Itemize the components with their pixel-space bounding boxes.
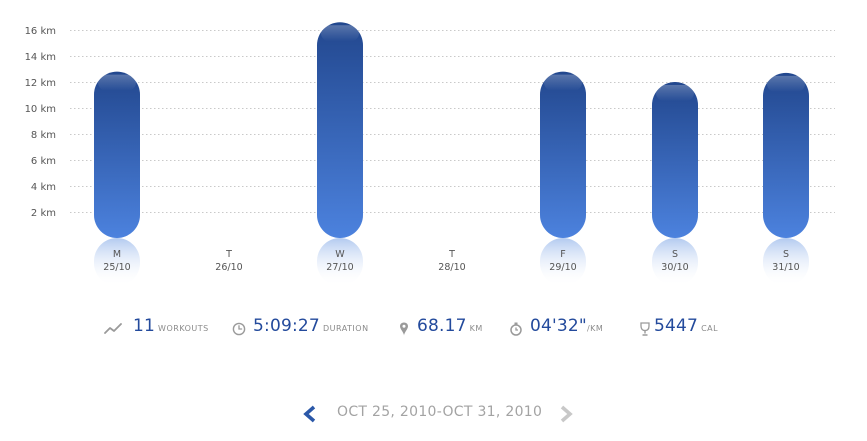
bar-highlight [98,74,136,91]
y-tick-label: 10 km [25,104,56,115]
bar[interactable] [540,71,586,238]
bar-highlight [321,25,359,42]
stat-distance: 68.17 KM [398,316,483,346]
date-range-label: OCT 25, 2010-OCT 31, 2010 [337,404,543,420]
x-day-label: M [113,249,121,260]
bar-highlight [767,75,805,92]
chevron-left-icon[interactable] [302,405,318,423]
x-date-label: 28/10 [438,262,465,273]
bar[interactable] [317,22,363,239]
y-tick-label: 8 km [31,130,56,141]
weekly-distance-chart: 2 km 4 km 6 km 8 km 10 km 12 km 14 km 16 km M 25… [25,22,835,286]
bar[interactable] [652,82,698,238]
bar-highlight [544,74,582,91]
stat-pace: 04'32" /KM [509,316,603,346]
stat-calories: 5447 CAL [638,316,718,346]
distance-unit: KM [469,324,483,333]
trend-icon [104,323,122,334]
y-tick-label: 2 km [31,208,56,219]
bar-highlight [656,85,694,101]
y-tick-label: 6 km [31,156,56,167]
x-day-label: S [783,249,789,260]
y-tick-label: 14 km [25,52,56,63]
summary-stats: 11 WORKOUTS 5:09:27 DURATION 68.17 KM 04… [0,316,867,346]
x-day-label: F [560,249,565,260]
calories-value: 5447 [654,316,699,336]
clock-icon [232,322,246,336]
x-day-label: W [335,249,345,260]
pace-unit: /KM [586,324,604,333]
duration-value: 5:09:27 [253,316,320,336]
distance-value: 68.17 [417,316,467,336]
stat-duration: 5:09:27 DURATION [231,316,369,346]
trophy-icon [640,322,650,336]
pace-value: 04'32" [530,316,587,336]
x-date-label: 26/10 [215,262,242,273]
bar-label-tab [763,238,809,286]
x-day-label: T [225,249,232,260]
x-date-label: 25/10 [103,262,130,273]
stat-workouts: 11 WORKOUTS [104,316,209,346]
bar[interactable] [94,71,140,238]
y-tick-label: 16 km [25,26,56,37]
x-date-label: 30/10 [661,262,688,273]
y-tick-label: 4 km [31,182,56,193]
date-range-pager: OCT 25, 2010-OCT 31, 2010 [0,400,867,428]
calories-unit: CAL [701,324,719,333]
location-pin-icon [400,322,408,336]
bar-label-tab [94,238,140,286]
x-day-label: S [672,249,678,260]
x-day-label: T [448,249,455,260]
stopwatch-icon [510,322,522,336]
chevron-right-icon[interactable] [558,405,574,423]
y-tick-label: 12 km [25,78,56,89]
bar[interactable] [763,72,809,239]
bar-label-tab [540,238,586,286]
workouts-value: 11 [133,316,156,336]
bar-label-tab [317,238,363,286]
x-date-label: 27/10 [326,262,353,273]
duration-unit: DURATION [322,324,369,333]
workouts-unit: WORKOUTS [158,324,209,333]
x-date-label: 31/10 [772,262,799,273]
bar-label-tab [652,238,698,286]
x-date-label: 29/10 [549,262,576,273]
